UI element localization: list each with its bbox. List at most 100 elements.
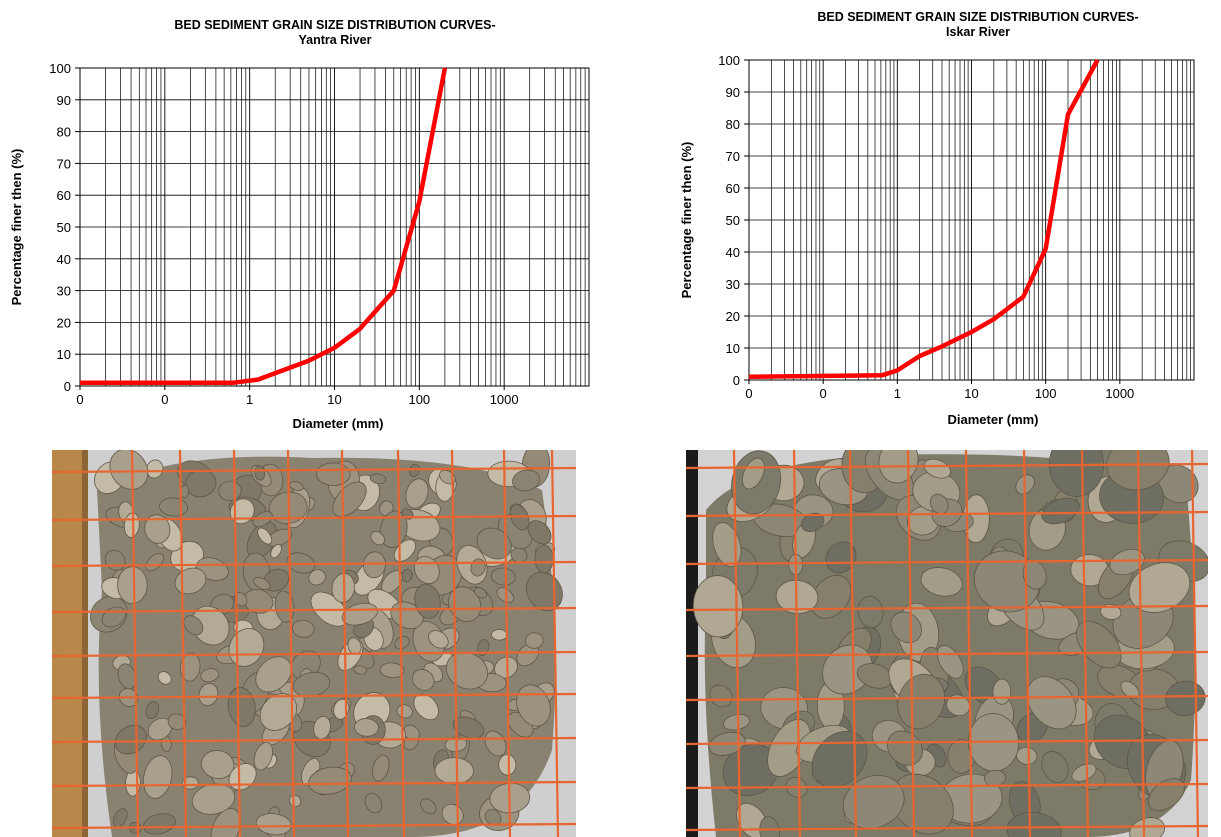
pebble bbox=[353, 665, 368, 675]
x-tick-label: 10 bbox=[327, 392, 341, 407]
mesh-line bbox=[52, 736, 576, 744]
pebble bbox=[201, 750, 235, 779]
pebble bbox=[712, 522, 742, 568]
y-tick-label: 10 bbox=[57, 347, 71, 362]
chart-subtitle: Yantra River bbox=[299, 33, 372, 47]
pebble bbox=[144, 514, 171, 544]
pebble bbox=[1041, 497, 1080, 525]
yantra-sediment-photo bbox=[52, 450, 576, 837]
x-axis-label: Diameter (mm) bbox=[292, 416, 383, 431]
wooden-frame-edge bbox=[82, 450, 88, 837]
pebble bbox=[253, 741, 274, 771]
pebble bbox=[534, 544, 554, 574]
pebble bbox=[822, 644, 873, 695]
pebble bbox=[354, 718, 379, 737]
pebble bbox=[210, 807, 241, 837]
pebble bbox=[1109, 548, 1145, 576]
y-tick-label: 90 bbox=[57, 93, 71, 108]
mesh-line bbox=[732, 450, 742, 837]
y-tick-label: 30 bbox=[726, 277, 740, 292]
y-tick-label: 70 bbox=[726, 149, 740, 164]
mesh-line bbox=[52, 514, 576, 522]
mesh-line bbox=[1080, 450, 1090, 837]
pebble bbox=[498, 754, 517, 776]
dark-edge bbox=[686, 450, 698, 837]
chart-title: BED SEDIMENT GRAIN SIZE DISTRIBUTION CUR… bbox=[817, 10, 1138, 24]
mesh-line bbox=[52, 650, 576, 658]
pebble bbox=[491, 629, 508, 641]
mesh-line bbox=[232, 450, 242, 837]
x-tick-label: 100 bbox=[1035, 386, 1057, 401]
pebble bbox=[709, 684, 733, 708]
mesh-line bbox=[686, 650, 1208, 658]
y-axis-label: Percentage finer then (%) bbox=[9, 149, 24, 306]
pebble bbox=[157, 671, 172, 685]
mesh-line bbox=[450, 450, 460, 837]
pebble bbox=[369, 473, 387, 485]
y-tick-label: 100 bbox=[49, 61, 71, 76]
wooden-frame bbox=[52, 450, 82, 837]
pebble bbox=[145, 552, 164, 572]
pebble bbox=[308, 569, 326, 586]
pebble bbox=[992, 678, 1012, 705]
pebble bbox=[191, 605, 230, 646]
mesh-line bbox=[52, 822, 576, 830]
iskar-chart-panel: BED SEDIMENT GRAIN SIZE DISTRIBUTION CUR… bbox=[660, 0, 1221, 440]
pebble bbox=[1100, 603, 1122, 620]
mesh-line bbox=[686, 558, 1208, 566]
y-tick-label: 10 bbox=[726, 341, 740, 356]
mesh-line bbox=[686, 604, 1208, 612]
pebble bbox=[525, 632, 544, 649]
pebble bbox=[474, 587, 488, 599]
pebble bbox=[179, 652, 201, 682]
mesh-line bbox=[52, 692, 576, 700]
y-tick-label: 40 bbox=[57, 252, 71, 267]
pebble bbox=[218, 480, 242, 501]
pebble bbox=[842, 775, 905, 829]
pebble bbox=[857, 595, 884, 629]
mesh-line bbox=[550, 450, 560, 837]
pebble bbox=[810, 574, 852, 619]
pebble bbox=[289, 481, 304, 491]
x-tick-label: 0 bbox=[161, 392, 168, 407]
pebble bbox=[742, 457, 765, 490]
pebble bbox=[477, 639, 490, 656]
mesh-line bbox=[686, 738, 1208, 746]
y-tick-label: 20 bbox=[726, 309, 740, 324]
x-tick-label: 10 bbox=[964, 386, 978, 401]
pebble bbox=[364, 792, 383, 814]
x-tick-label: 100 bbox=[408, 392, 430, 407]
pebble bbox=[379, 662, 405, 679]
pebble bbox=[114, 724, 147, 755]
pebble bbox=[332, 481, 367, 517]
mesh-line bbox=[286, 450, 296, 837]
y-tick-label: 40 bbox=[726, 245, 740, 260]
y-tick-label: 80 bbox=[57, 125, 71, 140]
pebble bbox=[143, 755, 173, 799]
pebble bbox=[920, 567, 963, 597]
grain-size-curve bbox=[80, 67, 448, 386]
pebble bbox=[183, 615, 204, 636]
x-tick-label: 1 bbox=[246, 392, 253, 407]
pebble bbox=[484, 809, 502, 826]
y-tick-label: 80 bbox=[726, 117, 740, 132]
y-tick-label: 20 bbox=[57, 315, 71, 330]
x-axis-label: Diameter (mm) bbox=[947, 412, 1038, 427]
y-tick-label: 0 bbox=[733, 373, 740, 388]
x-tick-label: 0 bbox=[745, 386, 752, 401]
pebble bbox=[167, 713, 187, 731]
mesh-line bbox=[686, 462, 1208, 470]
pebble bbox=[476, 527, 512, 560]
y-tick-label: 100 bbox=[718, 53, 740, 68]
pebble bbox=[379, 500, 394, 517]
pebble bbox=[257, 527, 273, 545]
yantra-chart-panel: BED SEDIMENT GRAIN SIZE DISTRIBUTION CUR… bbox=[0, 0, 620, 440]
y-tick-label: 30 bbox=[57, 284, 71, 299]
pebble bbox=[420, 798, 437, 815]
mesh-line bbox=[52, 780, 576, 788]
pebble bbox=[923, 458, 951, 479]
mesh-line bbox=[52, 606, 576, 614]
iskar-sediment-photo bbox=[686, 450, 1208, 837]
pebble bbox=[512, 469, 541, 492]
pebble bbox=[292, 619, 315, 638]
